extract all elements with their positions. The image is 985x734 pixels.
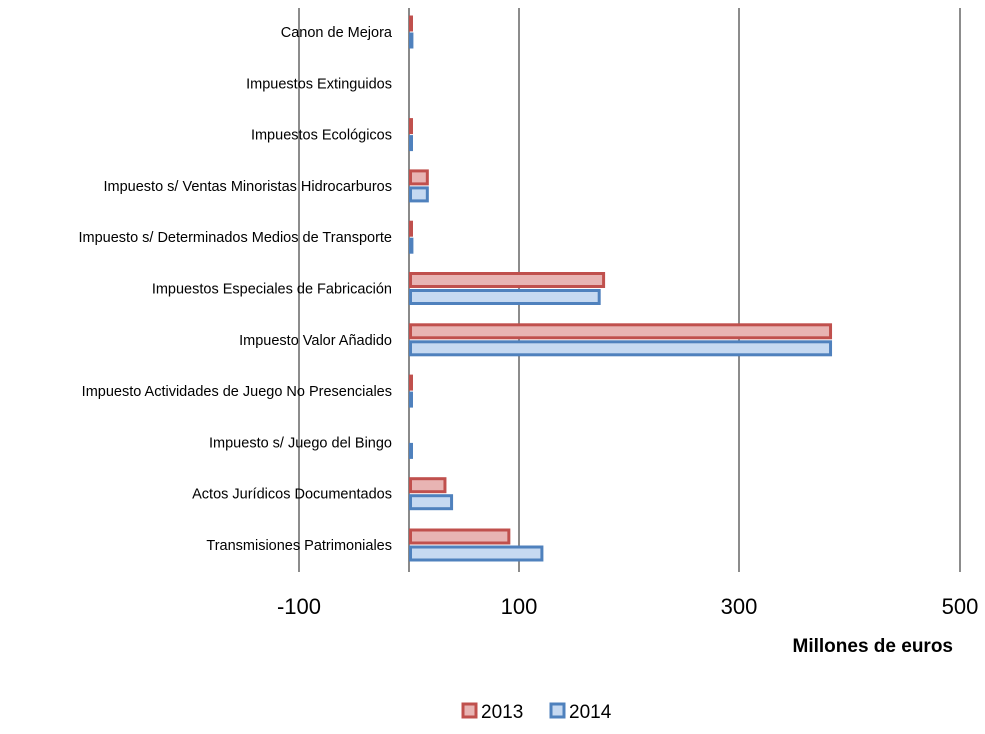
bar-2013 — [409, 15, 413, 32]
x-tick-label: 100 — [501, 594, 538, 619]
bar-2013 — [409, 118, 413, 135]
bar-2013 — [409, 323, 833, 340]
category-label: Impuesto s/ Ventas Minoristas Hidrocarbu… — [103, 179, 392, 195]
category-label: Impuestos Extinguidos — [246, 76, 392, 92]
bar-2014 — [409, 391, 413, 408]
category-label: Impuesto s/ Juego del Bingo — [209, 435, 392, 451]
legend-swatch — [549, 702, 566, 719]
bar-2014 — [409, 289, 601, 305]
bar-2014 — [409, 135, 413, 152]
category-label: Canon de Mejora — [281, 25, 393, 41]
category-label: Impuestos Especiales de Fabricación — [152, 282, 392, 298]
legend: 2013 2014 — [461, 702, 612, 723]
bar-2014 — [409, 340, 833, 357]
bars — [409, 15, 833, 562]
category-label: Actos Jurídicos Documentados — [192, 487, 392, 503]
legend-swatch — [461, 702, 478, 719]
bar-2013 — [409, 477, 447, 494]
x-tick-label: 500 — [942, 594, 979, 619]
category-labels: Canon de Mejora Impuestos Extinguidos Impu… — [78, 25, 392, 554]
category-label: Impuesto Actividades de Juego No Presenc… — [82, 384, 392, 400]
bar-2014 — [409, 494, 454, 511]
bar-2013 — [409, 169, 429, 186]
bar-2014 — [409, 545, 544, 562]
bar-2013 — [409, 272, 606, 288]
x-tick-label: -100 — [277, 594, 321, 619]
legend-label: 2013 — [481, 702, 523, 723]
category-label: Transmisiones Patrimoniales — [206, 538, 392, 554]
bar-2014 — [409, 237, 414, 254]
category-label: Impuestos Ecológicos — [251, 128, 392, 144]
x-tick-labels: -100 100 300 500 — [277, 594, 978, 619]
bar-2014 — [409, 32, 414, 49]
x-tick-label: 300 — [721, 594, 758, 619]
bar-2014 — [409, 442, 413, 459]
bar-2013 — [409, 528, 511, 545]
category-label: Impuesto Valor Añadido — [239, 333, 392, 349]
x-axis-title: Millones de euros — [793, 636, 953, 657]
bar-2013 — [409, 374, 413, 391]
bar-2014 — [409, 186, 429, 203]
gridlines — [298, 8, 961, 572]
legend-label: 2014 — [569, 702, 612, 723]
bar-2013 — [409, 220, 413, 237]
category-label: Impuesto s/ Determinados Medios de Trans… — [78, 230, 392, 246]
